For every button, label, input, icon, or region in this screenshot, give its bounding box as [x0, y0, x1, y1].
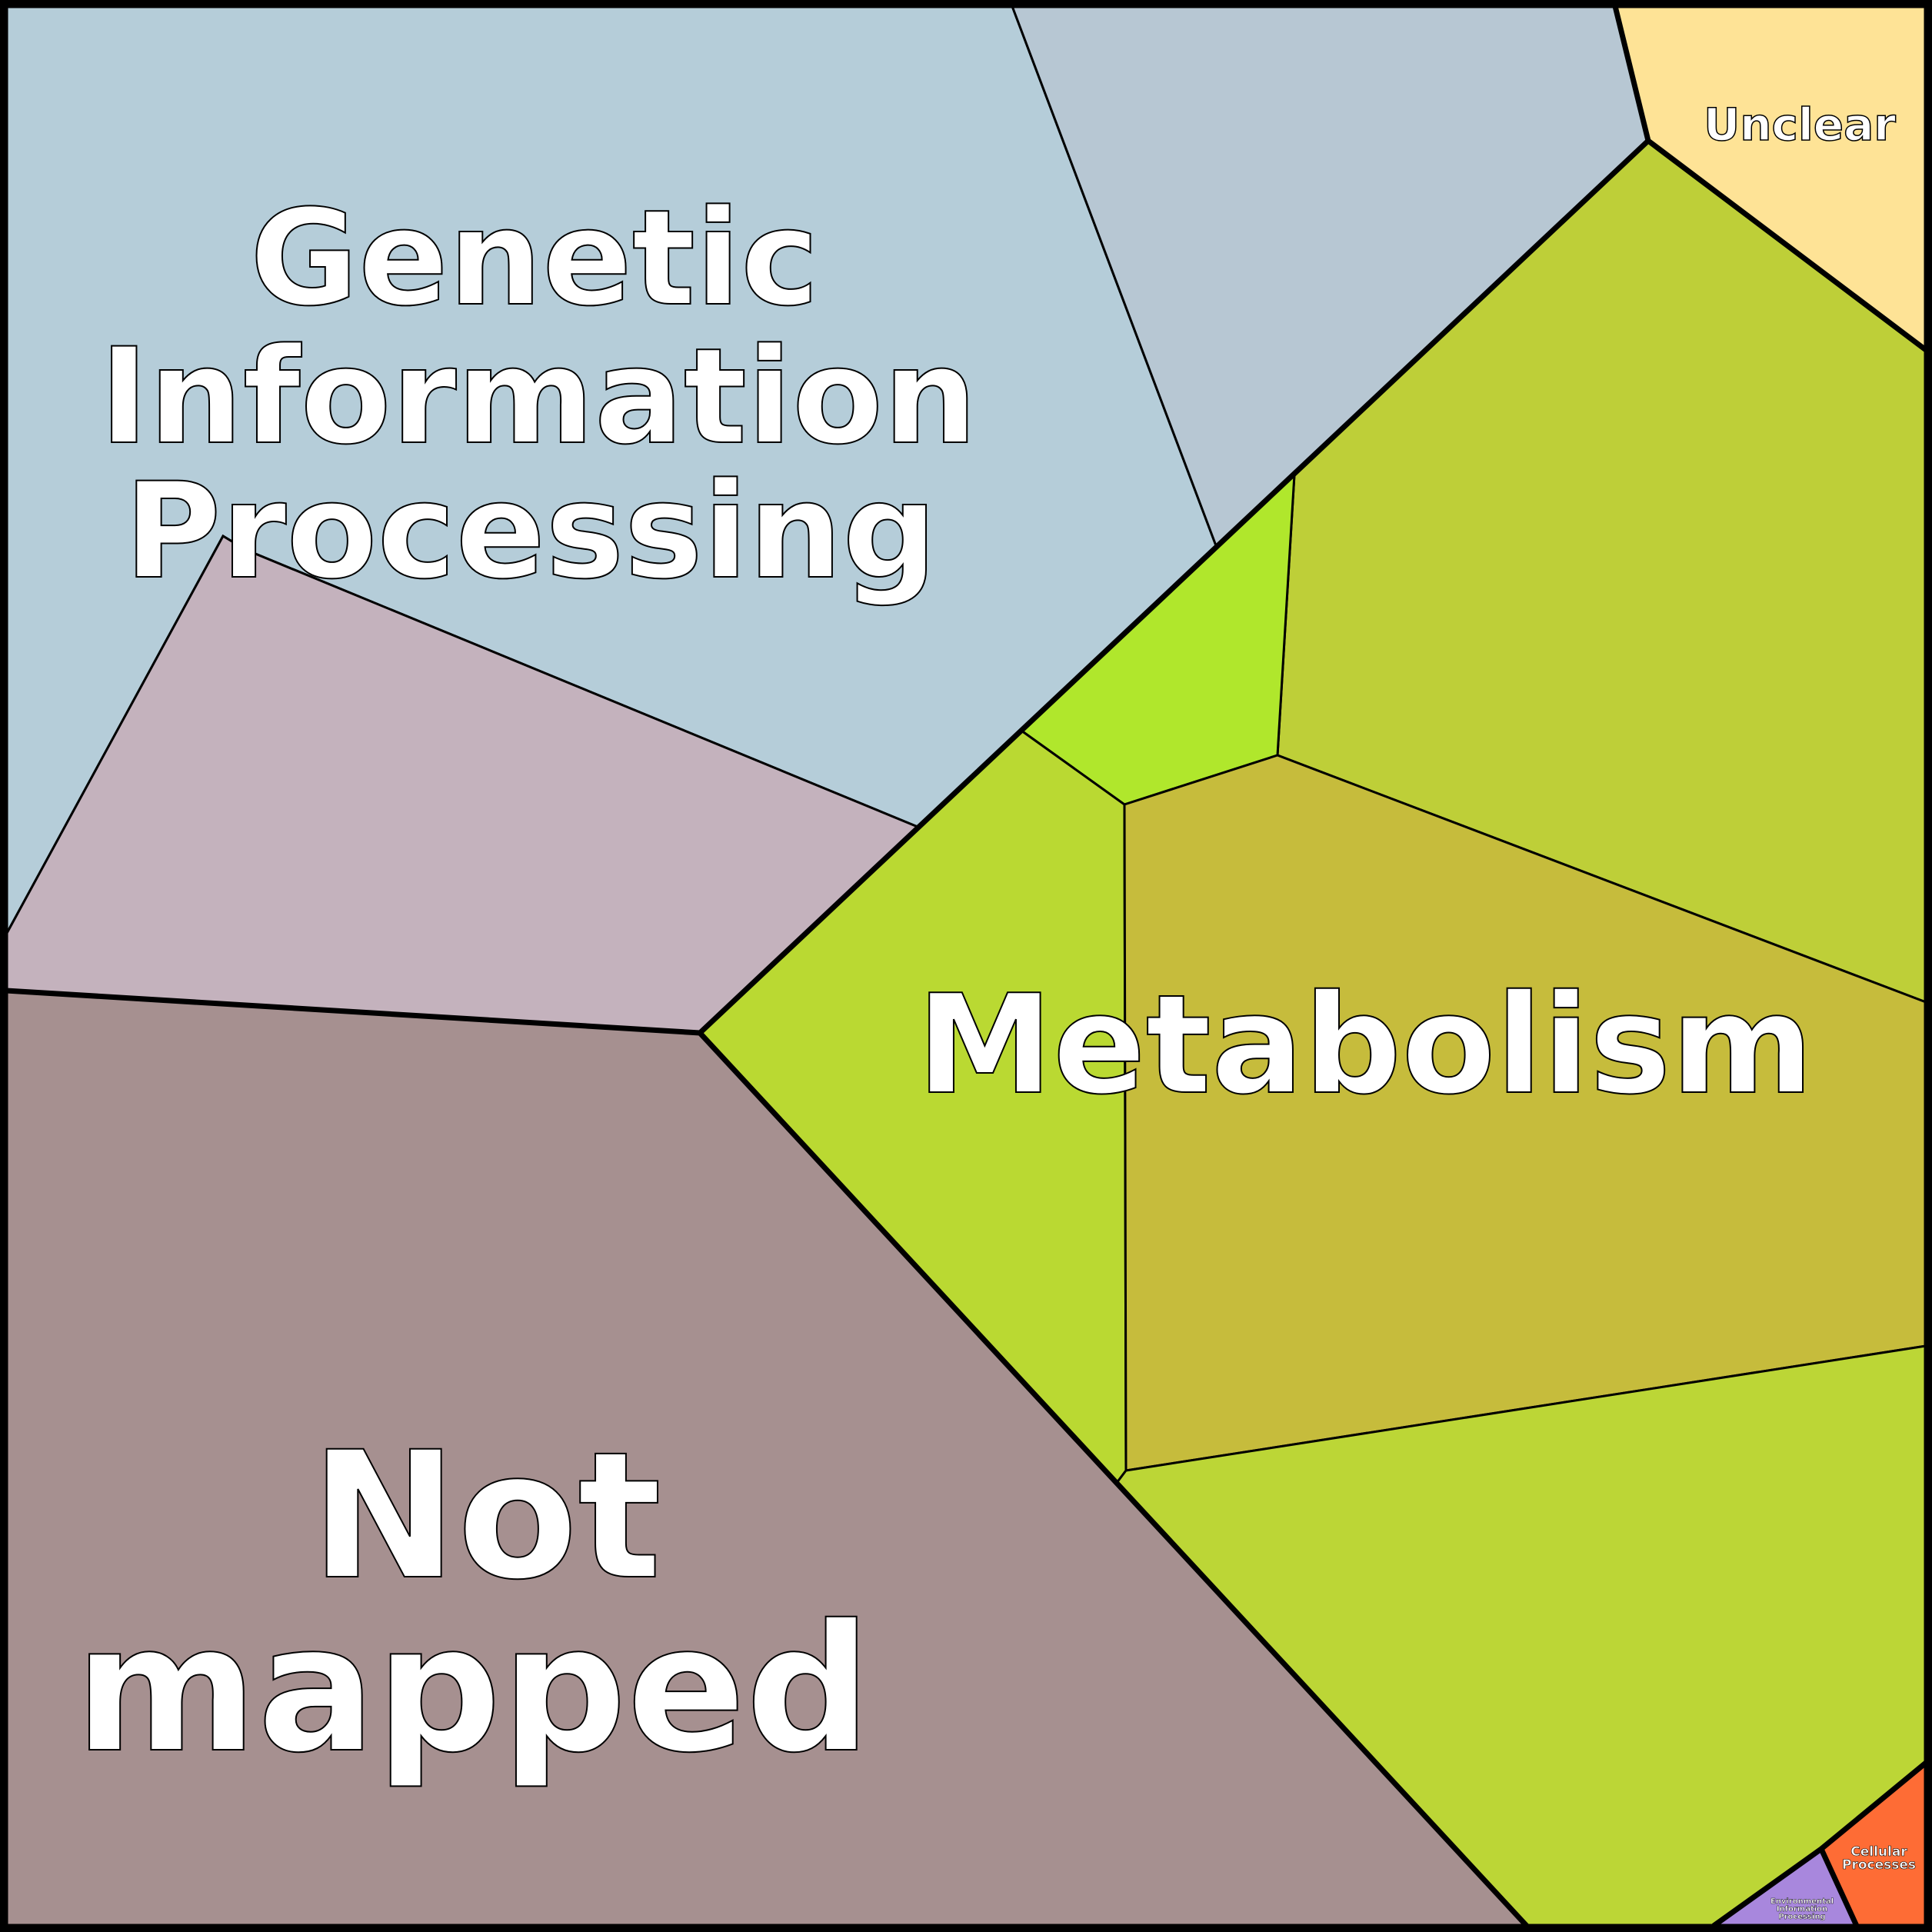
label-line: Processes [1842, 1857, 1916, 1873]
label-not-mapped: Not mapped [74, 1413, 872, 1792]
label-genetic-information-processing: Genetic Information Processing [98, 180, 978, 609]
label-metabolism: Metabolism [917, 965, 1814, 1124]
label-line: mapped [75, 1587, 871, 1791]
label-environmental-information-processing: Environmental Information Processing [1770, 1897, 1834, 1921]
label-cellular-processes: Cellular Processes [1842, 1844, 1917, 1874]
label-line: Information [99, 319, 977, 474]
group-boundary [5, 988, 701, 1036]
label-unclear: Unclear [1704, 98, 1896, 151]
label-line: Processing [125, 454, 938, 608]
label-line: Processing [1778, 1913, 1825, 1921]
group-boundary [1818, 1847, 1860, 1927]
label-line: Environmental [1770, 1897, 1834, 1906]
label-line: Information [1777, 1905, 1827, 1914]
label-line: Not [311, 1414, 661, 1618]
label-line: Genetic [250, 181, 819, 335]
label-line: Cellular [1850, 1844, 1907, 1860]
